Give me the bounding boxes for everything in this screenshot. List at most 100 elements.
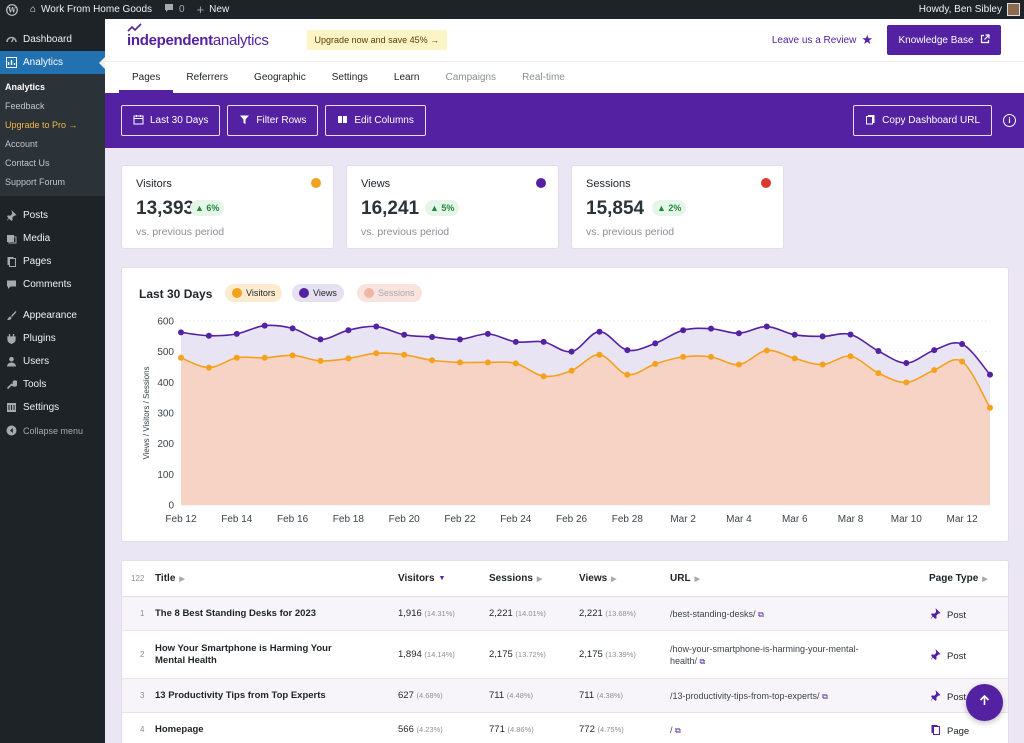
column-header-label: Page Type [929,573,979,584]
sessions-percent: (13.72%) [515,650,546,659]
sidebar-item-comments[interactable]: Comments [0,273,105,296]
sidebar-item-tools[interactable]: Tools [0,373,105,396]
stat-value: 13,393 [136,198,195,219]
upgrade-banner[interactable]: Upgrade now and save 45% → [306,30,448,50]
sidebar-item-dashboard[interactable]: Dashboard [0,28,105,51]
visitors-point [373,350,380,357]
views-point [289,325,296,332]
column-header-visitors[interactable]: Visitors ▼ [398,573,445,584]
tab-campaigns[interactable]: Campaigns [445,72,497,83]
date-range-label: Last 30 Days [150,115,209,126]
page-type-cell: Post [930,608,966,622]
plus-icon: + [196,2,205,17]
column-header-views[interactable]: Views ▶ [579,573,617,584]
edit-columns-button[interactable]: Edit Columns [325,105,426,136]
views-value: 711 [579,690,595,701]
views-point [847,331,854,338]
tab-settings[interactable]: Settings [331,72,368,83]
tab-pages[interactable]: Pages [119,62,174,93]
tab-learn[interactable]: Learn [393,72,420,83]
sidebar-item-users[interactable]: Users [0,350,105,373]
sidebar-item-label: Appearance [23,310,77,321]
page-title-link[interactable]: How Your Smartphone is Harming Your Ment… [155,643,332,666]
stat-card-sessions: Sessions 15,854 ▲ 2% vs. previous period [571,165,784,249]
info-icon[interactable]: i [1003,114,1016,127]
stat-value: 16,241 [361,198,420,219]
column-header-page-type[interactable]: Page Type ▶ [929,573,988,584]
legend-sessions-toggle[interactable]: Sessions [357,284,422,302]
page-type-label: Page [947,725,970,737]
independent-analytics-logo[interactable]: independent analytics [127,23,269,49]
date-range-button[interactable]: Last 30 Days [121,105,221,136]
paintbrush-icon [5,310,17,322]
page-title-link[interactable]: Homepage [155,724,204,735]
sidebar-item-plugins[interactable]: Plugins [0,327,105,350]
views-point [735,330,742,337]
views-point [875,348,882,355]
arrow-up-icon [978,694,991,711]
scroll-to-top-button[interactable] [966,684,1003,721]
views-percent: (4.75%) [597,725,624,734]
stat-comparison-text: vs. previous period [136,226,225,238]
page-title-link[interactable]: 13 Productivity Tips from Top Experts [155,690,326,701]
sidebar-item-settings[interactable]: Settings [0,396,105,419]
legend-views-toggle[interactable]: Views [292,284,344,302]
admin-sidebar: Dashboard Analytics Analytics Feedback U… [0,19,105,743]
comments-link[interactable]: 0 [158,0,191,19]
table-row: 1 The 8 Best Standing Desks for 2023 1,916… [122,597,1008,631]
column-header-label: URL [670,573,691,584]
copy-dashboard-url-button[interactable]: Copy Dashboard URL [853,105,992,136]
x-tick-label: Feb 28 [612,514,644,525]
plugin-header: independent analytics Upgrade now and sa… [105,19,1024,61]
y-tick-label: 500 [157,347,174,358]
submenu-item-upgrade[interactable]: Upgrade to Pro → [5,119,78,130]
column-header-sessions[interactable]: Sessions ▶ [489,573,542,584]
submenu-item-analytics[interactable]: Analytics [5,81,46,92]
user-account-link[interactable]: Howdy, Ben Sibley [913,0,1024,19]
row-count: 122 [131,574,145,583]
submenu-item-support[interactable]: Support Forum [5,176,66,187]
column-header-url[interactable]: URL ▶ [670,573,700,584]
sidebar-item-pages[interactable]: Pages [0,250,105,273]
sidebar-item-label: Comments [23,279,72,290]
collapse-menu-button[interactable]: Collapse menu [0,419,105,442]
column-header-label: Views [579,573,608,584]
leave-review-link[interactable]: Leave us a Review ★ [772,32,873,48]
submenu-item-contact[interactable]: Contact Us [5,157,50,168]
visitors-percent: (4.23%) [416,725,443,734]
tab-referrers[interactable]: Referrers [186,72,229,83]
howdy-text: Howdy, Ben Sibley [918,4,1002,15]
views-point [178,329,184,336]
sidebar-item-media[interactable]: Media [0,227,105,250]
sidebar-item-appearance[interactable]: Appearance [0,304,105,327]
new-content-link[interactable]: + New [191,0,236,19]
page-type-label: Post [947,691,967,703]
wordpress-logo-icon[interactable]: W [0,0,24,19]
submenu-item-account[interactable]: Account [5,138,38,149]
page-title-link[interactable]: The 8 Best Standing Desks for 2023 [155,608,317,619]
stat-card-visitors: Visitors 13,393 ▲ 6% vs. previous period [121,165,334,249]
tab-real-time[interactable]: Real-time [522,72,565,83]
knowledge-base-button[interactable]: Knowledge Base [887,25,1001,55]
x-tick-label: Feb 16 [277,514,309,525]
legend-visitors-toggle[interactable]: Visitors [225,284,283,302]
url-link[interactable]: /best-standing-desks/ ⧉ [670,608,885,621]
url-link[interactable]: /13-productivity-tips-from-top-experts/ … [670,690,885,703]
x-tick-label: Feb 14 [221,514,253,525]
url-link[interactable]: /how-your-smartphone-is-harming-your-men… [670,643,885,668]
column-header-title[interactable]: Title ▶ [155,573,185,584]
visitors-point [289,352,296,359]
sort-arrow-icon: ▶ [536,575,543,583]
series-color-dot [761,178,771,188]
views-point [456,336,463,343]
site-name-link[interactable]: ⌂ Work From Home Goods [24,0,158,19]
sort-arrow-icon: ▶ [982,575,988,583]
x-tick-label: Mar 8 [838,514,864,525]
url-link[interactable]: / ⧉ [670,724,885,737]
visitors-value: 1,916 [398,608,422,619]
submenu-item-feedback[interactable]: Feedback [5,100,45,111]
filter-rows-button[interactable]: Filter Rows [227,105,319,136]
sidebar-item-posts[interactable]: Posts [0,204,105,227]
tab-geographic[interactable]: Geographic [254,72,306,83]
sidebar-item-analytics[interactable]: Analytics [0,51,105,74]
